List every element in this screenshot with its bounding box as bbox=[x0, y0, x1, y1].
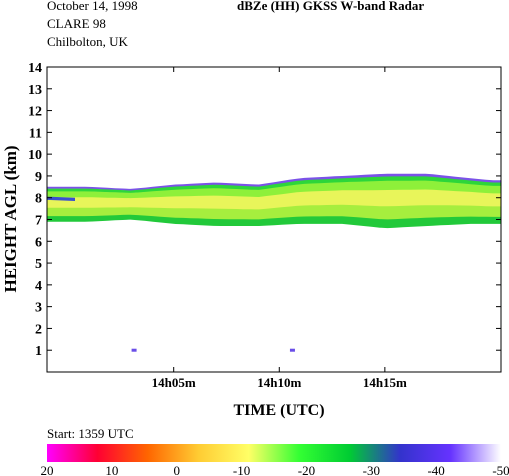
x-tick-label: 14h10m bbox=[257, 375, 301, 390]
x-tick-label: 14h15m bbox=[363, 375, 407, 390]
start-time-label: Start: 1359 UTC bbox=[47, 426, 134, 441]
cloud-echo-layer bbox=[47, 173, 501, 229]
y-tick-label: 12 bbox=[28, 105, 42, 120]
colorbar-tick-label: 0 bbox=[173, 463, 180, 476]
x-axis: 14h05m 14h10m 14h15m bbox=[152, 67, 407, 390]
cloud-top-fringe bbox=[47, 173, 501, 191]
y-tick-label: 2 bbox=[35, 322, 42, 337]
y-tick-label: 1 bbox=[35, 344, 42, 359]
cloud-lower-band bbox=[47, 204, 501, 221]
isolated-echo bbox=[289, 348, 295, 352]
cloud-core-band bbox=[47, 189, 501, 211]
date-label: October 14, 1998 bbox=[47, 0, 138, 13]
campaign-label: CLARE 98 bbox=[47, 16, 106, 31]
isolated-echoes bbox=[131, 348, 295, 352]
x-axis-label: TIME (UTC) bbox=[233, 402, 324, 419]
isolated-echo bbox=[131, 348, 137, 352]
colorbar-tick-label: -50 bbox=[492, 463, 509, 476]
colorbar-tick-label: -10 bbox=[233, 463, 250, 476]
cloud-dark-streak bbox=[47, 196, 75, 201]
colorbar-tick-label: -30 bbox=[363, 463, 380, 476]
cloud-upper-band bbox=[47, 180, 501, 199]
y-axis-label: HEIGHT AGL (km) bbox=[1, 145, 20, 292]
chart-title: dBZe (HH) GKSS W-band Radar bbox=[237, 0, 425, 13]
cloud-top-band bbox=[47, 176, 501, 194]
y-tick-label: 13 bbox=[28, 83, 42, 98]
y-tick-label: 5 bbox=[35, 257, 42, 272]
y-tick-label: 3 bbox=[35, 301, 42, 316]
y-tick-label: 6 bbox=[35, 235, 42, 250]
site-label: Chilbolton, UK bbox=[47, 34, 128, 49]
y-tick-label: 14 bbox=[28, 61, 42, 76]
x-tick-label: 14h05m bbox=[152, 375, 196, 390]
colorbar bbox=[47, 444, 501, 462]
colorbar-tick-label: 20 bbox=[41, 463, 54, 476]
y-tick-label: 8 bbox=[35, 192, 42, 207]
y-tick-label: 4 bbox=[35, 279, 42, 294]
y-tick-label: 10 bbox=[28, 148, 42, 163]
colorbar-tick-label: 10 bbox=[105, 463, 118, 476]
colorbar-ticks: 20 10 0 -10 -20 -30 -40 -50 bbox=[41, 463, 509, 476]
cloud-base-band bbox=[47, 214, 501, 229]
y-tick-label: 7 bbox=[35, 214, 42, 229]
colorbar-tick-label: -20 bbox=[298, 463, 315, 476]
colorbar-tick-label: -40 bbox=[427, 463, 444, 476]
y-tick-label: 9 bbox=[35, 170, 42, 185]
y-tick-label: 11 bbox=[29, 126, 42, 141]
